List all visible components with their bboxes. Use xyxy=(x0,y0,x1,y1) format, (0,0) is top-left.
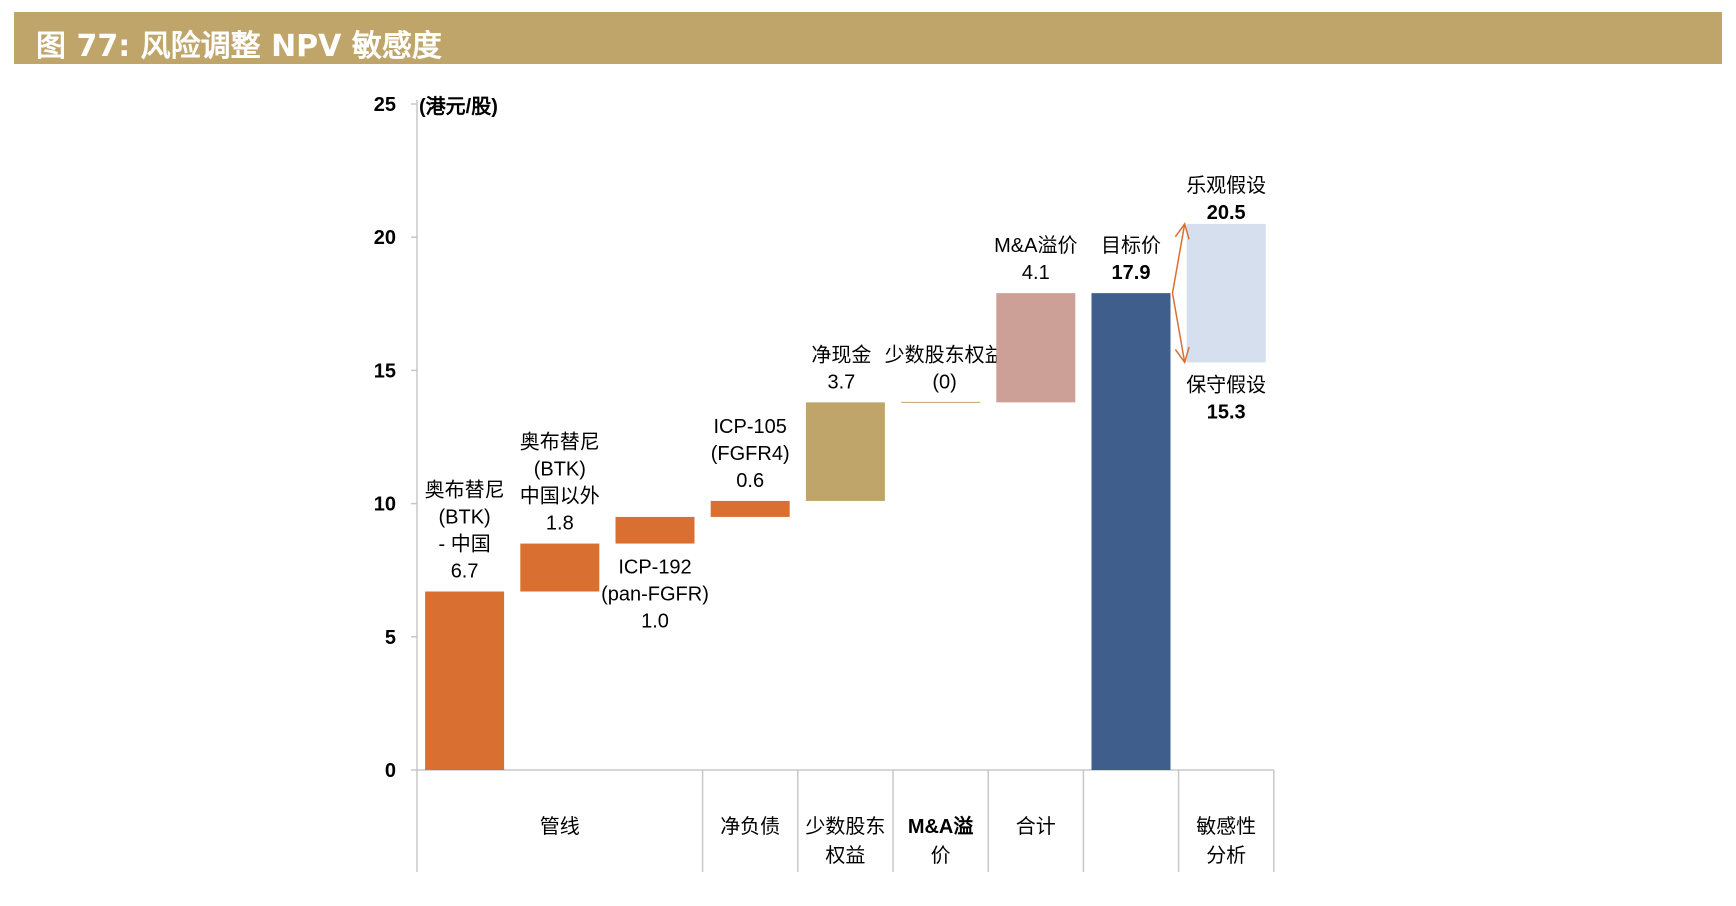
arrow-optimistic-head xyxy=(1174,222,1190,240)
data-label-minority: 少数股东权益 xyxy=(885,343,1005,366)
data-label-icp-105: 0.6 xyxy=(736,470,764,492)
bar-icp-192 xyxy=(615,516,695,544)
data-label-net-cash: 净现金 xyxy=(811,343,871,366)
data-label-orelabrutinib-china: 奥布替尼 xyxy=(425,479,505,502)
y-tick-label: 5 xyxy=(385,627,396,649)
category-label-minority: 权益 xyxy=(825,844,865,867)
data-label-icp-192: 1.0 xyxy=(641,611,669,633)
category-label-net-debt: 净负债 xyxy=(720,815,780,838)
bar-sensitivity xyxy=(1186,223,1266,363)
category-label-sensitivity: 敏感性 xyxy=(1196,815,1256,838)
data-label-orelabrutinib-ex-china: 1.8 xyxy=(546,513,574,535)
arrow-conservative-head xyxy=(1174,346,1190,365)
category-label-minority: 少数股东 xyxy=(805,815,885,838)
data-label-icp-192: (pan-FGFR) xyxy=(601,584,709,606)
data-label-orelabrutinib-china: 6.7 xyxy=(451,561,479,583)
data-label-orelabrutinib-ex-china: (BTK) xyxy=(534,459,586,481)
bar-net-cash xyxy=(805,402,885,501)
y-tick-label: 0 xyxy=(385,760,396,782)
data-label-target-price: 目标价 xyxy=(1101,234,1161,257)
bar-orelabrutinib-ex-china xyxy=(520,543,600,592)
category-label-ma: 价 xyxy=(931,845,951,867)
data-label-orelabrutinib-china: (BTK) xyxy=(438,507,490,529)
data-label-orelabrutinib-china: - 中国 xyxy=(438,533,490,556)
data-label-net-cash: 3.7 xyxy=(827,371,855,393)
y-tick-label: 25 xyxy=(374,94,396,116)
data-label-optimistic: 20.5 xyxy=(1207,202,1246,224)
title-bar: 图 77: 风险调整 NPV 敏感度 xyxy=(14,12,1722,64)
data-label-conservative: 保守假设 xyxy=(1186,373,1266,396)
bar-orelabrutinib-china xyxy=(425,591,505,770)
bar-icp-105 xyxy=(710,500,790,517)
arrow-optimistic xyxy=(1171,223,1186,294)
y-unit-label: (港元/股) xyxy=(419,94,498,118)
data-label-icp-105: ICP-105 xyxy=(714,416,787,438)
arrow-conservative xyxy=(1171,293,1186,363)
data-label-optimistic: 乐观假设 xyxy=(1186,174,1266,197)
bar-target-price xyxy=(1091,293,1171,770)
category-label-total: 合计 xyxy=(1016,815,1056,838)
bar-ma-premium xyxy=(996,293,1076,403)
data-label-icp-192: ICP-192 xyxy=(618,557,691,579)
y-tick-label: 20 xyxy=(374,227,396,249)
data-label-ma-premium: M&A溢价 xyxy=(994,234,1077,257)
category-label-ma: M&A溢 xyxy=(908,814,974,838)
data-label-icp-105: (FGFR4) xyxy=(711,443,790,465)
category-label-sensitivity: 分析 xyxy=(1206,844,1246,867)
y-tick-label: 10 xyxy=(374,494,396,516)
data-label-orelabrutinib-ex-china: 中国以外 xyxy=(520,485,600,508)
page-title: 图 77: 风险调整 NPV 敏感度 xyxy=(36,29,442,64)
category-label-pipeline: 管线 xyxy=(540,815,580,838)
data-label-ma-premium: 4.1 xyxy=(1022,262,1050,284)
y-tick-label: 15 xyxy=(374,360,396,382)
data-label-target-price: 17.9 xyxy=(1112,262,1151,284)
data-label-orelabrutinib-ex-china: 奥布替尼 xyxy=(520,431,600,454)
data-label-conservative: 15.3 xyxy=(1207,401,1246,423)
data-label-minority: (0) xyxy=(932,371,956,393)
